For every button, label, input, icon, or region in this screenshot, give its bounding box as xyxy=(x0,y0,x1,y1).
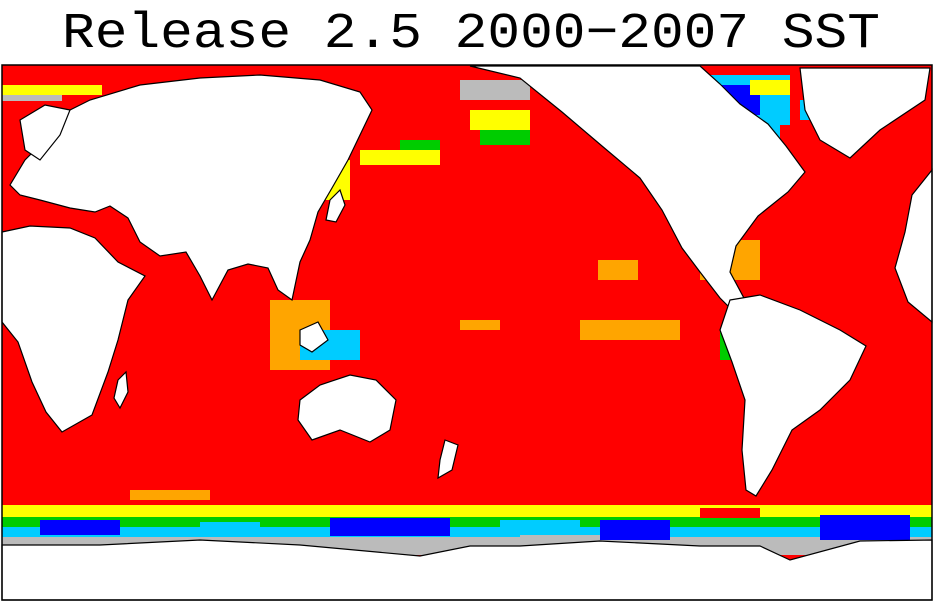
map-shape xyxy=(2,517,932,527)
map-shape xyxy=(2,527,932,537)
madagascar xyxy=(113,370,129,410)
map-shape xyxy=(2,505,932,517)
map-shape xyxy=(2,95,62,101)
north-america xyxy=(469,65,806,311)
map-shape xyxy=(400,140,440,150)
map-shape xyxy=(598,260,638,280)
map-shape xyxy=(360,150,440,165)
map-shape xyxy=(460,80,530,100)
japan xyxy=(325,188,346,223)
map-title: Release 2.5 2000−2007 SST xyxy=(62,6,880,63)
new-zealand xyxy=(437,439,459,480)
africa xyxy=(1,225,146,433)
map-shape xyxy=(700,508,760,518)
eurasia xyxy=(9,74,373,302)
map-shape xyxy=(470,110,530,130)
map-shape xyxy=(580,320,680,340)
greenland xyxy=(799,67,931,159)
map-shape xyxy=(460,320,500,330)
map-shape xyxy=(130,490,210,500)
map-shape xyxy=(480,130,530,145)
map-shape xyxy=(600,520,670,540)
map-frame xyxy=(1,64,933,601)
borneo xyxy=(299,321,329,353)
map-shape xyxy=(330,518,450,536)
scandinavia xyxy=(19,104,71,161)
map xyxy=(1,64,933,601)
australia xyxy=(297,374,397,443)
map-shape xyxy=(750,80,790,95)
map-shape xyxy=(2,85,102,95)
map-shape xyxy=(500,520,580,535)
map-shape xyxy=(820,515,910,540)
south-america xyxy=(719,294,867,497)
map-shape xyxy=(200,522,260,534)
map-shape xyxy=(40,520,120,535)
land xyxy=(1,65,933,601)
